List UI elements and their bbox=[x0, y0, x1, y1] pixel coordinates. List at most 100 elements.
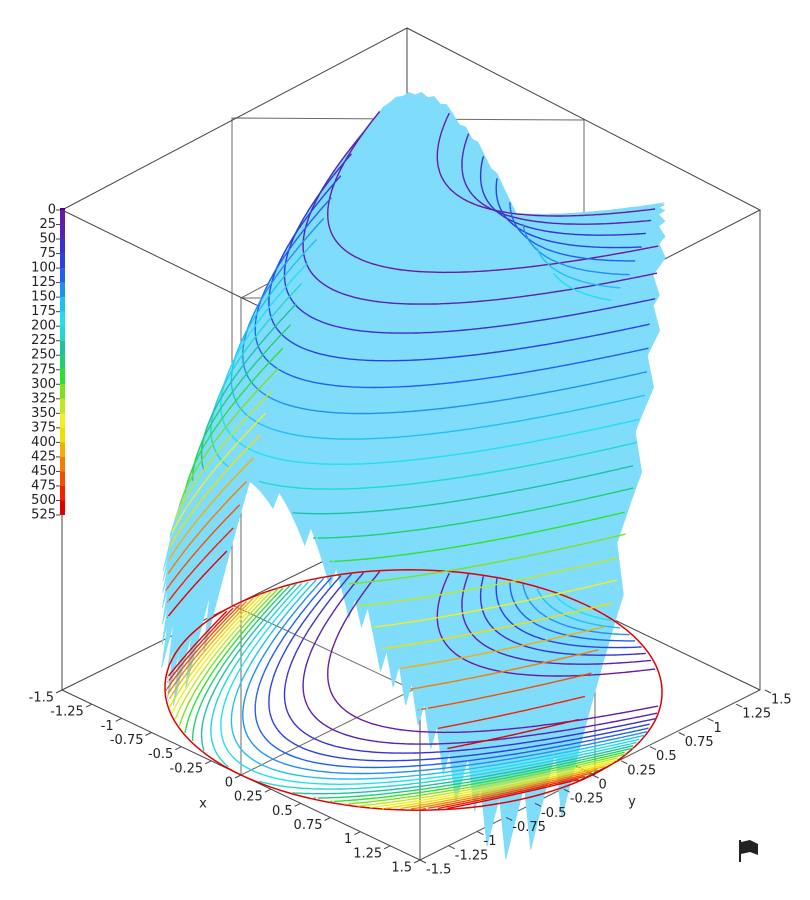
x-tick-label: 0.75 bbox=[294, 818, 323, 833]
colorbar-tick-label: 450 bbox=[31, 464, 56, 479]
floor-contour bbox=[174, 591, 619, 807]
surface-contour bbox=[167, 480, 599, 690]
floor-contour bbox=[302, 572, 658, 745]
x-tick-label: -1 bbox=[101, 719, 114, 734]
colorbar-tick-label: 125 bbox=[31, 275, 56, 290]
colorbar-segment bbox=[60, 442, 65, 457]
surface-contour bbox=[167, 527, 586, 730]
colorbar-tick-label: 175 bbox=[31, 304, 56, 319]
colorbar-tick-label: 525 bbox=[31, 508, 56, 523]
surface-patch bbox=[610, 543, 624, 615]
surface-contour bbox=[168, 433, 613, 650]
x-tick bbox=[294, 802, 301, 807]
y-tick-label: 0.75 bbox=[685, 735, 714, 750]
y-axis-label: y bbox=[628, 795, 636, 810]
floor-contour bbox=[283, 573, 656, 754]
x-tick-label: 1.5 bbox=[391, 861, 412, 876]
floor-contour bbox=[168, 593, 613, 810]
x-tick-label: 1 bbox=[344, 832, 352, 847]
colorbar-segment bbox=[60, 456, 65, 472]
y-tick-label: -1.25 bbox=[455, 848, 489, 863]
colorbar-tick-label: 475 bbox=[31, 478, 56, 493]
x-tick-label: -0.25 bbox=[170, 761, 204, 776]
surface-patch bbox=[640, 354, 655, 403]
y-tick bbox=[534, 802, 542, 807]
x-tick-label: 0.5 bbox=[272, 804, 293, 819]
x-tick bbox=[175, 746, 182, 751]
y-tick-label: 1.5 bbox=[771, 693, 792, 708]
colorbar-segment bbox=[60, 268, 65, 283]
colorbar-tick-label: 275 bbox=[31, 362, 56, 377]
colorbar-tick-label: 225 bbox=[31, 333, 56, 348]
colorbar-tick-label: 150 bbox=[31, 290, 56, 305]
colorbar-tick-label: 325 bbox=[31, 391, 56, 406]
colorbar-segment bbox=[60, 340, 65, 356]
floor-contour bbox=[191, 584, 634, 799]
colorbar-segment bbox=[60, 297, 65, 312]
y-tick bbox=[649, 746, 657, 751]
surface-patch bbox=[651, 203, 665, 208]
y-tick bbox=[448, 845, 455, 850]
floor-contour bbox=[171, 592, 618, 809]
y-tick-label: -0.5 bbox=[541, 806, 566, 821]
floor-contour bbox=[166, 610, 579, 810]
colorbar-segment bbox=[60, 326, 65, 341]
x-tick-label: 0 bbox=[225, 776, 233, 791]
colorbar-segment bbox=[60, 500, 65, 515]
surface-contour bbox=[166, 550, 579, 750]
surface-contour bbox=[210, 283, 637, 490]
x-tick-label: -0.75 bbox=[110, 733, 144, 748]
x-tick-label: 1.25 bbox=[353, 846, 382, 861]
y-tick bbox=[592, 774, 599, 779]
surface-contour bbox=[184, 347, 625, 563]
x-tick bbox=[354, 831, 361, 836]
floor-contour bbox=[167, 607, 586, 810]
surface-contour bbox=[220, 261, 640, 465]
floor-contour bbox=[167, 597, 606, 810]
colorbar-segment bbox=[60, 471, 65, 486]
surface-contour bbox=[174, 391, 619, 607]
colorbar-segment bbox=[60, 282, 65, 298]
x-tick bbox=[145, 732, 152, 736]
surface-contour bbox=[171, 412, 618, 629]
x-tick bbox=[55, 689, 63, 694]
y-tick bbox=[621, 760, 628, 765]
y-tick bbox=[736, 703, 743, 708]
surface-contour bbox=[167, 457, 606, 670]
floor-contour bbox=[178, 587, 626, 805]
colorbar-tick-label: 375 bbox=[31, 420, 56, 435]
x-tick bbox=[204, 760, 212, 765]
colorbar-tick-label: 0 bbox=[48, 203, 56, 218]
x-axis-label: x bbox=[199, 797, 207, 812]
colorbar-segment bbox=[60, 355, 65, 370]
floor-contour bbox=[200, 583, 634, 795]
colorbar-color-0 bbox=[60, 208, 65, 210]
colorbar-tick-label: 300 bbox=[31, 377, 56, 392]
floor-contour bbox=[230, 578, 645, 780]
floor-contour bbox=[220, 581, 640, 785]
floor-contour bbox=[210, 583, 637, 790]
colorbar-tick-label: 50 bbox=[39, 232, 56, 247]
y-tick bbox=[764, 689, 772, 694]
floor-contour bbox=[167, 600, 599, 810]
surface-contour bbox=[165, 504, 592, 711]
y-tick bbox=[707, 717, 714, 722]
y-tick-label: 0 bbox=[599, 778, 607, 793]
y-tick-label: 1.25 bbox=[742, 707, 771, 722]
colorbar-tick-label: 425 bbox=[31, 449, 56, 464]
colorbar-tick-label: 350 bbox=[31, 406, 56, 421]
x-tick bbox=[115, 717, 122, 722]
y-tick-label: -0.25 bbox=[570, 792, 604, 807]
plot-layer: 0255075100125150175200225250275300325350… bbox=[29, 92, 792, 878]
colorbar-tick-label: 250 bbox=[31, 348, 56, 363]
x-tick bbox=[324, 817, 331, 821]
floor-contour bbox=[268, 575, 650, 762]
y-tick-label: 0.5 bbox=[656, 749, 677, 764]
y-tick bbox=[419, 859, 427, 864]
surface-patch bbox=[651, 206, 666, 215]
floor-boundary bbox=[164, 569, 663, 811]
surface-patch bbox=[646, 274, 660, 307]
colorbar-segment bbox=[60, 398, 65, 414]
colorbar-segment bbox=[60, 224, 65, 240]
